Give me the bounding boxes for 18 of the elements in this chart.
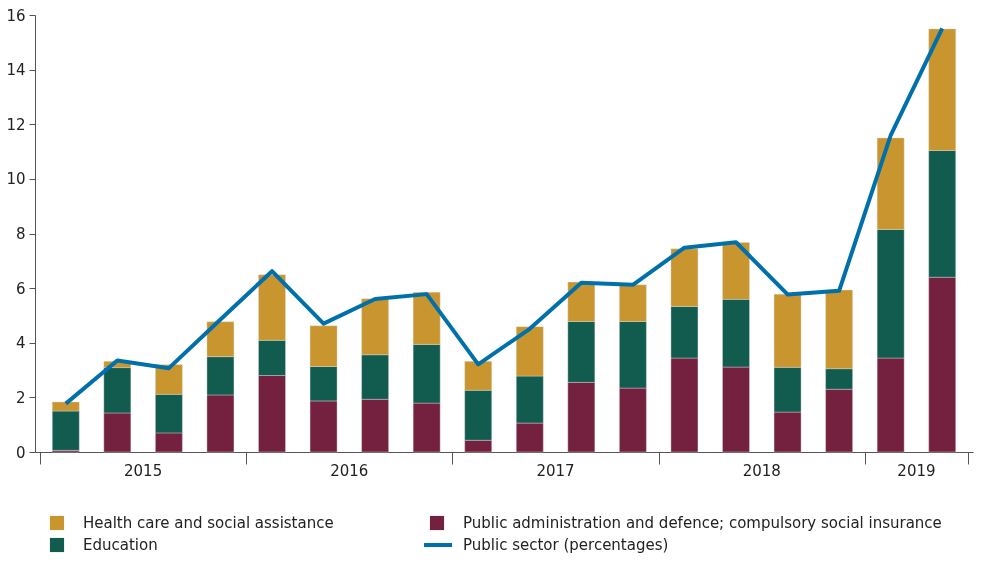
y-tick-label: 4 (15, 334, 26, 353)
y-tick-label: 14 (6, 61, 26, 80)
text: 2015 (124, 462, 163, 480)
y-tick-label: 6 (15, 279, 26, 298)
text: 2017 (536, 462, 575, 480)
y-tick-label: 16 (6, 6, 26, 25)
legend-label: Public administration and defence; compulsory social insurance (463, 514, 942, 532)
legend-label: Education (83, 536, 158, 554)
legend-label: Health care and social assistance (83, 514, 334, 532)
legend-label: Public sector (percentages) (463, 536, 669, 554)
y-tick-label: 10 (6, 170, 26, 189)
text: 2016 (330, 462, 369, 480)
y-tick-label: 12 (6, 115, 26, 134)
y-tick-label: 2 (15, 388, 26, 407)
y-tick-label: 0 (15, 443, 26, 462)
text: 2019 (897, 462, 936, 480)
y-tick-label: 8 (15, 225, 26, 243)
text: 2018 (742, 462, 781, 480)
